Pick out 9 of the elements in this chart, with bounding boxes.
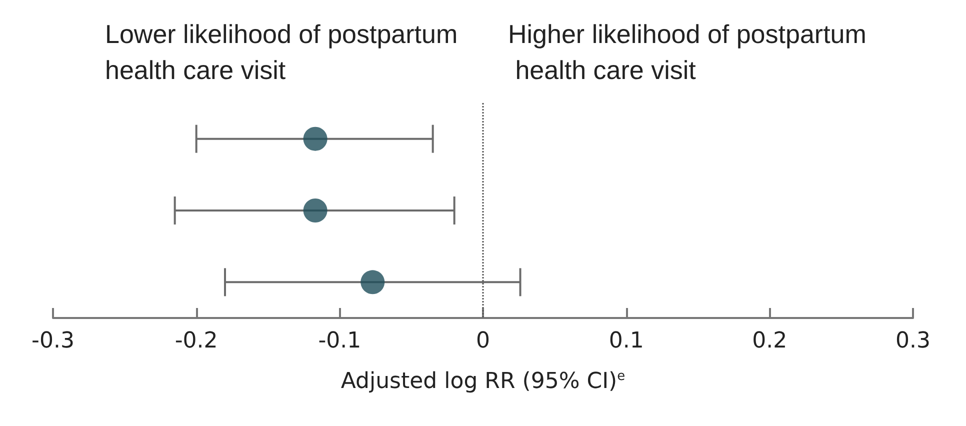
x-tick-label: 0.2 (752, 328, 788, 354)
text: Lower likelihood of postpartum health care visit (105, 19, 465, 85)
x-tick-label: 0.3 (896, 328, 930, 354)
x-tick-label: 0 (476, 328, 490, 354)
x-tick-label: -0.3 (32, 328, 74, 354)
x-tick-label: -0.1 (318, 328, 362, 354)
x-tick-label: -0.2 (174, 328, 218, 354)
text: Higher likelihood of postpartum health care visit (508, 19, 866, 85)
x-tick-label: 0.1 (608, 328, 644, 354)
